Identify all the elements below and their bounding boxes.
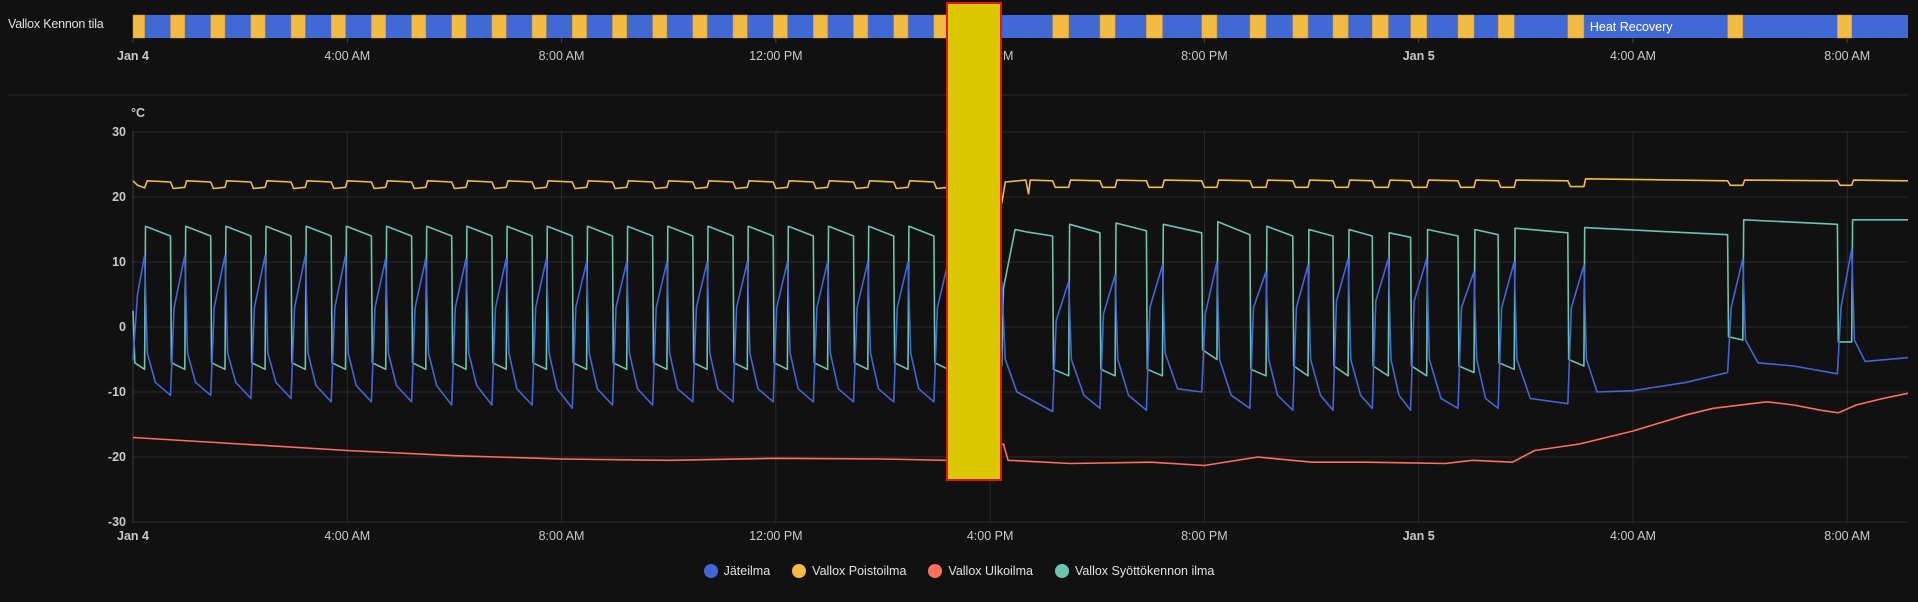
series-line-1[interactable] xyxy=(132,178,1909,205)
legend-swatch-icon xyxy=(703,564,718,578)
timeline-segment-yellow[interactable] xyxy=(411,14,427,39)
y-tick-label: -10 xyxy=(108,385,126,399)
legend-item[interactable]: Jäteilma xyxy=(703,564,771,578)
timeline-segment-yellow[interactable] xyxy=(732,14,748,39)
x-axis: Jan 4 4:00 AM 8:00 AM 12:00 PM 4:00 PM 8:00 P… xyxy=(117,529,1870,543)
timeline-segment-yellow[interactable] xyxy=(132,14,145,39)
timeline-segment-yellow[interactable] xyxy=(1372,14,1389,39)
y-tick-label: -30 xyxy=(108,515,126,529)
timeline-segment-yellow[interactable] xyxy=(451,14,467,39)
timeline-tick-label: 8:00 AM xyxy=(539,49,585,63)
y-tick-label: 20 xyxy=(112,190,126,204)
highlight-overlay xyxy=(946,2,1002,481)
legend-label: Jäteilma xyxy=(723,564,771,578)
timeline-segment-yellow[interactable] xyxy=(1727,14,1744,39)
x-tick-label: Jan 5 xyxy=(1403,529,1435,543)
timeline-segment-yellow[interactable] xyxy=(371,14,386,39)
grid xyxy=(132,131,1908,523)
state-timeline[interactable]: Heat Recovery xyxy=(132,14,1908,39)
timeline-tick-label: Jan 5 xyxy=(1403,49,1435,63)
legend-item[interactable]: Vallox Syöttökennon ilma xyxy=(1054,564,1215,578)
series-lines[interactable] xyxy=(132,178,1909,467)
legend-swatch-icon xyxy=(792,564,807,578)
timeline-segment-yellow[interactable] xyxy=(1567,14,1585,39)
legend-swatch-icon xyxy=(1054,564,1069,578)
timeline-segment-yellow[interactable] xyxy=(1052,14,1069,39)
timeline-segment-yellow[interactable] xyxy=(250,14,266,39)
timeline-segment-yellow[interactable] xyxy=(572,14,587,39)
timeline-segment-yellow[interactable] xyxy=(692,14,708,39)
timeline-segment-yellow[interactable] xyxy=(210,14,226,39)
timeline-tick-label: Jan 4 xyxy=(117,49,149,63)
timeline-segment-yellow[interactable] xyxy=(893,14,909,39)
timeline-segment-yellow[interactable] xyxy=(1099,14,1116,39)
timeline-segment-yellow[interactable] xyxy=(612,14,627,39)
timeline-segment-yellow[interactable] xyxy=(1201,14,1218,39)
timeline-state-label: Heat Recovery xyxy=(1590,20,1673,34)
timeline-segment-yellow[interactable] xyxy=(853,14,869,39)
x-tick-label: 12:00 PM xyxy=(749,529,803,543)
legend-label: Vallox Poistoilma xyxy=(812,564,907,578)
timeline-segment-yellow[interactable] xyxy=(1146,14,1163,39)
timeline-segment-yellow[interactable] xyxy=(772,14,788,39)
timeline-segment-yellow[interactable] xyxy=(1292,14,1309,39)
timeline-segment-yellow[interactable] xyxy=(531,14,547,39)
timeline-segment-yellow[interactable] xyxy=(330,14,346,39)
y-tick-label: -20 xyxy=(108,450,126,464)
timeline-tick-label: 12:00 PM xyxy=(749,49,803,63)
timeline-segment-yellow[interactable] xyxy=(170,14,186,39)
timeline-tick-label: 8:00 AM xyxy=(1824,49,1870,63)
timeline-segment-yellow[interactable] xyxy=(1249,14,1267,39)
timeline-segment-yellow[interactable] xyxy=(290,14,306,39)
x-tick-label: 8:00 AM xyxy=(539,529,585,543)
timeline-tick-label: 4:00 AM xyxy=(1610,49,1656,63)
timeline-segment-yellow[interactable] xyxy=(813,14,828,39)
timeline-segment-yellow[interactable] xyxy=(652,14,668,39)
legend-item[interactable]: Vallox Poistoilma xyxy=(792,564,906,578)
x-tick-label: 8:00 PM xyxy=(1181,529,1228,543)
timeline-tick-label: 4:00 AM xyxy=(324,49,370,63)
legend: Jäteilma Vallox Poistoilma Vallox Ulkoilma… xyxy=(0,564,1918,578)
y-tick-label: 30 xyxy=(112,125,126,139)
x-tick-label: 4:00 AM xyxy=(1610,529,1656,543)
timeline-segment-yellow[interactable] xyxy=(1332,14,1349,39)
x-tick-label: Jan 4 xyxy=(117,529,149,543)
x-tick-label: 8:00 AM xyxy=(1824,529,1870,543)
timeline-segment-yellow[interactable] xyxy=(1457,14,1475,39)
series-line-2[interactable] xyxy=(132,392,1909,467)
y-tick-label: 0 xyxy=(119,320,126,334)
y-tick-label: 10 xyxy=(112,255,126,269)
legend-swatch-icon xyxy=(928,564,943,578)
timeline-segment-yellow[interactable] xyxy=(491,14,507,39)
legend-label: Vallox Ulkoilma xyxy=(948,564,1033,578)
timeline-segment-yellow[interactable] xyxy=(1497,14,1515,39)
timeline-segment-yellow[interactable] xyxy=(1837,14,1852,39)
y-axis: 30 20 10 0 -10 -20 -30 xyxy=(108,125,126,529)
timeline-segment-yellow[interactable] xyxy=(1410,14,1427,39)
series-line-3[interactable] xyxy=(132,219,1908,377)
timeline-entity-label: Vallox Kennon tila xyxy=(8,17,104,31)
x-tick-label: 4:00 PM xyxy=(967,529,1014,543)
legend-label: Vallox Syöttökennon ilma xyxy=(1074,564,1215,578)
legend-item[interactable]: Vallox Ulkoilma xyxy=(928,564,1033,578)
series-line-0[interactable] xyxy=(132,248,1909,413)
timeline-tick-label: 8:00 PM xyxy=(1181,49,1228,63)
y-axis-unit: °C xyxy=(131,106,145,120)
x-tick-label: 4:00 AM xyxy=(324,529,370,543)
